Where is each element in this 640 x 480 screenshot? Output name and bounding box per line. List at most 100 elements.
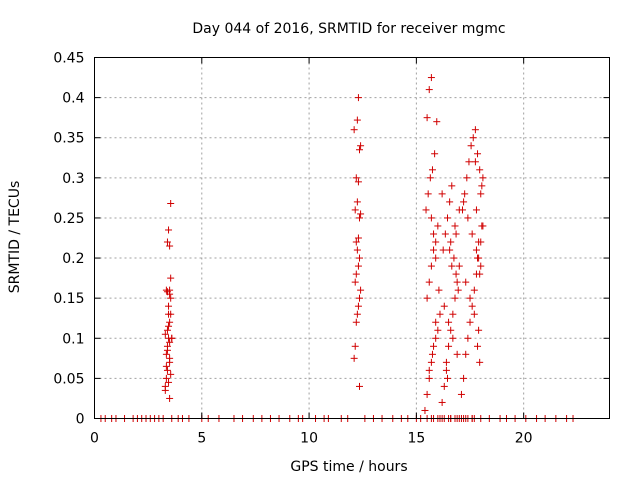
data-point — [427, 74, 435, 82]
data-point — [471, 126, 479, 134]
data-point — [356, 146, 364, 154]
data-point — [423, 114, 431, 122]
data-point — [451, 222, 459, 230]
y-tick-label: 0.2 — [62, 251, 84, 267]
data-point — [464, 334, 472, 342]
data-point — [435, 286, 443, 294]
data-point — [162, 362, 170, 370]
data-point — [445, 342, 453, 350]
x-tick-label: 20 — [515, 431, 533, 447]
data-point — [471, 158, 479, 166]
data-point — [478, 222, 486, 230]
data-point — [447, 326, 455, 334]
data-point — [464, 214, 472, 222]
data-point — [451, 294, 459, 302]
data-point — [457, 390, 465, 398]
data-point — [428, 350, 436, 358]
y-tick-label: 0.4 — [62, 91, 84, 107]
data-point — [432, 238, 440, 246]
y-tick-label: 0.15 — [53, 291, 84, 307]
x-axis-label: GPS time / hours — [290, 459, 407, 475]
data-point — [354, 178, 362, 186]
y-tick-label: 0.45 — [53, 51, 84, 67]
data-point — [353, 310, 361, 318]
data-point — [468, 230, 476, 238]
data-point — [353, 116, 361, 124]
data-point — [351, 342, 359, 350]
data-point — [166, 242, 174, 250]
data-point — [423, 390, 431, 398]
data-point — [448, 182, 456, 190]
data-point — [452, 230, 460, 238]
data-point — [449, 334, 457, 342]
data-point — [470, 286, 478, 294]
data-point — [446, 198, 454, 206]
data-point — [165, 226, 173, 234]
x-tick-label: 10 — [300, 431, 318, 447]
data-point — [161, 386, 169, 394]
data-point — [427, 262, 435, 270]
data-point — [425, 278, 433, 286]
y-tick-label: 0.3 — [62, 171, 84, 187]
data-point — [463, 174, 471, 182]
data-point — [466, 294, 474, 302]
data-point — [433, 118, 441, 126]
data-point — [431, 150, 439, 158]
data-point — [446, 246, 454, 254]
data-point — [470, 310, 478, 318]
data-point — [441, 230, 449, 238]
y-tick-label: 0.05 — [53, 371, 84, 387]
data-point — [163, 346, 171, 354]
data-point — [162, 350, 170, 358]
data-point — [466, 318, 474, 326]
data-point — [352, 270, 360, 278]
data-point — [165, 378, 173, 386]
data-point — [438, 398, 446, 406]
data-point — [465, 158, 473, 166]
data-point — [167, 294, 175, 302]
data-point — [166, 354, 174, 362]
data-point — [163, 366, 171, 374]
data-point — [474, 150, 482, 158]
data-point — [354, 94, 362, 102]
data-point — [165, 322, 173, 330]
data-point — [439, 246, 447, 254]
data-point — [445, 318, 453, 326]
data-point — [476, 358, 484, 366]
data-point — [442, 358, 450, 366]
ticks-layer: 0 0.05 0.1 0.15 0.2 0.25 0.3 0.35 0.4 0.45 0 5 10 15 2… — [53, 51, 610, 447]
data-point — [161, 330, 169, 338]
plot-frame — [94, 57, 610, 419]
data-point — [166, 394, 174, 402]
data-point — [353, 198, 361, 206]
data-point — [168, 334, 176, 342]
data-point — [163, 326, 171, 334]
data-point — [430, 246, 438, 254]
data-point — [434, 222, 442, 230]
data-point — [350, 354, 358, 362]
data-point — [443, 374, 451, 382]
data-point — [432, 254, 440, 262]
data-point — [452, 270, 460, 278]
data-point — [474, 254, 482, 262]
data-point — [453, 350, 461, 358]
data-point — [167, 370, 175, 378]
data-point — [442, 366, 450, 374]
data-point — [356, 254, 364, 262]
data-point — [447, 238, 455, 246]
data-point — [426, 174, 434, 182]
data-point — [475, 326, 483, 334]
data-point — [350, 126, 358, 134]
data-point — [450, 254, 458, 262]
data-point — [434, 326, 442, 334]
y-tick-label: 0.1 — [62, 331, 84, 347]
data-point — [165, 302, 173, 310]
data-point — [461, 190, 469, 198]
data-point — [440, 382, 448, 390]
data-point — [357, 142, 365, 150]
data-point — [475, 238, 483, 246]
data-point — [357, 210, 365, 218]
data-point — [423, 294, 431, 302]
data-point — [440, 302, 448, 310]
